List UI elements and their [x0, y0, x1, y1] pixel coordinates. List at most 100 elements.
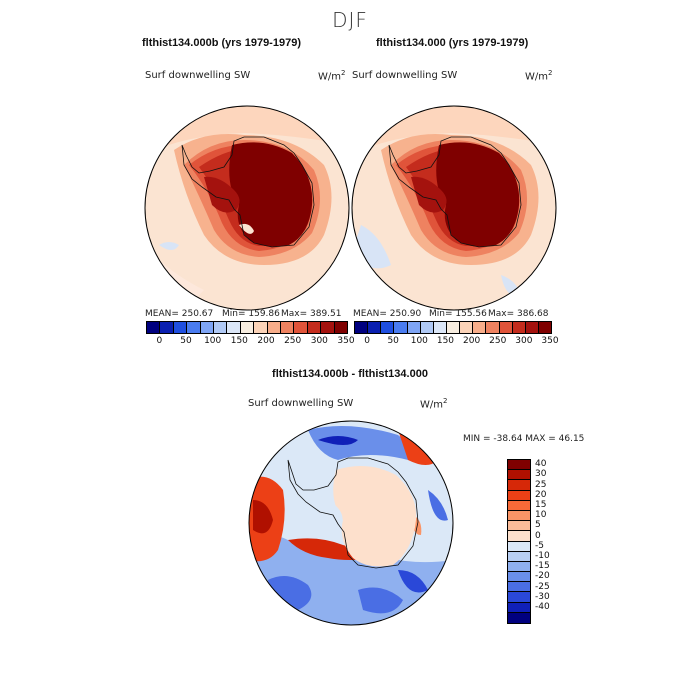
colorbar-swatch	[147, 322, 161, 333]
colorbar-tick-label: 5	[535, 520, 541, 531]
colorbar-swatch	[508, 480, 530, 491]
colorbar-tick-label: -20	[535, 571, 550, 582]
colorbar-tick-label: 150	[436, 336, 455, 346]
colorbar-tick-label: 300	[310, 336, 328, 346]
colorbar-swatch	[294, 322, 308, 333]
colorbar-swatch	[508, 551, 530, 562]
colorbar-swatch	[160, 322, 174, 333]
colorbar-swatch	[508, 582, 530, 593]
colorbar-swatch	[508, 470, 530, 481]
colorbar-tick-label: 250	[489, 336, 507, 346]
colorbar-swatch	[508, 592, 530, 603]
panel2-variable: Surf downwelling SW	[352, 70, 458, 81]
difference-minmax: MIN = -38.64 MAX = 46.15	[463, 434, 585, 444]
panel1-title: flthist134.000b (yrs 1979-1979)	[142, 37, 301, 49]
colorbar-swatch	[508, 500, 530, 511]
colorbar-swatch	[334, 322, 348, 333]
colorbar-swatch	[508, 521, 530, 532]
colorbar-swatch	[508, 612, 530, 623]
colorbar-swatch	[321, 322, 335, 333]
panel1-min: Min= 159.86	[222, 309, 280, 319]
panel2-units: W/m2	[525, 69, 553, 83]
colorbar-tick-label: -25	[535, 581, 550, 592]
colorbar-swatch	[187, 322, 201, 333]
colorbar-tick-label: 50	[180, 336, 192, 346]
colorbar-swatch	[307, 322, 322, 333]
colorbar-tick-label: -10	[535, 550, 550, 561]
colorbar-swatch	[173, 322, 188, 333]
colorbar-swatch	[460, 322, 474, 333]
difference-title: flthist134.000b - flthist134.000	[272, 368, 428, 380]
panel1-variable: Surf downwelling SW	[145, 70, 251, 81]
colorbar-swatch	[267, 322, 282, 333]
colorbar-tick-label: 0	[156, 336, 163, 346]
colorbar-swatch	[200, 322, 215, 333]
colorbar-swatch	[227, 322, 241, 333]
colorbar-swatch	[508, 561, 530, 573]
colorbar-tick-label: 200	[257, 336, 275, 346]
colorbar-swatch	[407, 322, 421, 333]
colorbar-swatch	[355, 322, 369, 333]
panel2-max: Max= 386.68	[488, 309, 549, 319]
colorbar-tick-label: 350	[541, 336, 559, 346]
colorbar-tick-label: 0	[364, 336, 370, 346]
difference-colorbar	[507, 459, 531, 624]
panel1-map	[144, 105, 350, 311]
figure-title: DJF	[332, 8, 368, 32]
colorbar-swatch	[508, 460, 530, 471]
panel1-mean: MEAN= 250.67	[145, 309, 214, 319]
colorbar-tick-label: -15	[535, 561, 550, 572]
colorbar-swatch	[281, 322, 295, 333]
colorbar-tick-label: -30	[535, 591, 550, 602]
colorbar-tick-label: 100	[410, 336, 428, 346]
colorbar-swatch	[394, 322, 408, 333]
colorbar-swatch	[499, 322, 513, 333]
colorbar-swatch	[538, 322, 552, 333]
colorbar-tick-label: 40	[535, 459, 547, 470]
colorbar-swatch	[214, 322, 228, 333]
panel2-min: Min= 155.56	[429, 309, 487, 319]
colorbar-swatch	[446, 322, 461, 333]
colorbar-tick-label: 250	[284, 336, 302, 346]
difference-variable: Surf downwelling SW	[248, 398, 354, 409]
colorbar-swatch	[508, 602, 530, 613]
panel2-title: flthist134.000 (yrs 1979-1979)	[376, 37, 529, 49]
colorbar-swatch	[433, 322, 447, 333]
panel2-map	[351, 105, 557, 311]
colorbar-tick-label: -40	[535, 601, 550, 612]
colorbar-swatch	[240, 322, 255, 333]
colorbar-swatch	[508, 541, 530, 552]
colorbar-swatch	[368, 322, 382, 333]
difference-units: W/m2	[420, 397, 448, 411]
colorbar-tick-label: 100	[204, 336, 222, 346]
panel2-mean: MEAN= 250.90	[353, 309, 422, 319]
colorbar-tick-label: 10	[535, 510, 547, 521]
colorbar-tick-label: 300	[515, 336, 533, 346]
colorbar-swatch	[508, 490, 530, 501]
colorbar-swatch	[381, 322, 395, 333]
colorbar-tick-label: 50	[387, 336, 399, 346]
colorbar-swatch	[254, 322, 268, 333]
colorbar-swatch	[525, 322, 539, 333]
panel1-units: W/m2	[318, 69, 346, 83]
difference-map	[248, 420, 454, 626]
colorbar-swatch	[508, 510, 530, 522]
colorbar-tick-label: 350	[337, 336, 355, 346]
colorbar-swatch	[420, 322, 434, 333]
colorbar-tick-label: 25	[535, 479, 547, 490]
panel1-max: Max= 389.51	[281, 309, 342, 319]
colorbar-swatch	[512, 322, 526, 333]
colorbar-tick-label: 15	[535, 499, 547, 510]
colorbar-swatch	[508, 531, 530, 542]
panel2-colorbar	[354, 321, 552, 334]
colorbar-tick-label: 150	[230, 336, 248, 346]
colorbar-tick-label: -5	[535, 540, 544, 551]
panel1-colorbar	[146, 321, 348, 334]
colorbar-swatch	[486, 322, 500, 333]
colorbar-swatch	[473, 322, 487, 333]
colorbar-swatch	[508, 572, 530, 583]
colorbar-tick-label: 0	[535, 530, 541, 541]
colorbar-tick-label: 200	[463, 336, 481, 346]
colorbar-tick-label: 30	[535, 469, 547, 480]
colorbar-tick-label: 20	[535, 489, 547, 500]
